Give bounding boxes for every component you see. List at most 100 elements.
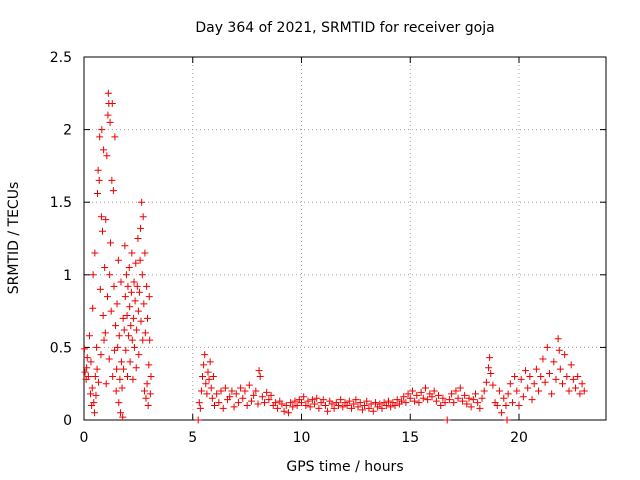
data-point [103,293,111,301]
data-point [125,264,133,272]
data-point [87,390,95,398]
data-point [146,390,154,398]
data-point [408,387,416,395]
data-points [80,89,588,424]
data-point [391,401,399,409]
data-point [421,384,429,392]
data-point [107,307,115,315]
data-point [400,393,408,401]
data-point [574,372,582,380]
data-point [125,332,133,340]
data-point [432,397,440,405]
data-point [572,384,580,392]
data-point [208,394,216,402]
data-point [95,378,103,386]
data-point [263,388,271,396]
data-point [133,282,141,290]
data-point [129,375,137,383]
data-point [308,396,316,404]
data-point [465,394,473,402]
data-point [404,390,412,398]
data-point [378,404,386,412]
data-point [205,375,213,383]
data-point [135,288,143,296]
data-point [203,390,211,398]
data-point [110,346,118,354]
x-tick-label: 15 [401,430,419,446]
data-point [98,126,106,134]
data-point [495,387,503,395]
data-point [543,343,551,351]
data-point [88,384,96,392]
data-point [103,152,111,160]
data-point [580,387,588,395]
y-tick-label: 0 [63,413,72,429]
data-point [486,354,494,362]
data-point [313,394,321,402]
data-point [201,351,209,359]
data-point [469,396,477,404]
data-point [430,387,438,395]
data-point [545,370,553,378]
data-point [256,372,264,380]
data-point [96,285,104,293]
data-point [144,314,152,322]
data-point [138,198,146,206]
data-point [348,404,356,412]
data-point [252,387,260,395]
x-tick-label: 20 [510,430,528,446]
data-point [478,394,486,402]
y-tick-label: 1 [63,268,72,284]
data-point [117,358,125,366]
data-point [209,372,217,380]
data-point [239,394,247,402]
data-point [132,259,140,267]
data-point [382,401,390,409]
data-point [226,393,234,401]
data-point [369,407,377,415]
data-point [83,364,91,372]
y-tick-label: 1.5 [50,195,72,211]
data-point [463,400,471,408]
data-point [472,390,479,398]
data-point [555,346,563,354]
data-point [508,399,516,407]
data-point [232,390,240,398]
axis-ticks: 0 5 10 15 20 0 0.5 1 1.5 2 2.5 [50,50,606,446]
data-point [101,264,109,272]
data-point [96,133,104,141]
data-point [126,303,134,311]
data-point [102,216,110,224]
data-point [284,409,292,417]
data-point [576,390,584,398]
data-point [554,335,562,343]
data-point [563,372,571,380]
data-point [97,351,105,359]
x-tick-label: 0 [80,430,89,446]
data-point [90,409,98,417]
data-point [452,387,460,395]
data-point [237,384,245,392]
data-point [456,384,464,392]
data-point [448,390,456,398]
data-point [111,133,119,141]
data-point [258,393,266,401]
data-point [124,282,132,290]
data-point [130,314,138,322]
data-point [511,372,519,380]
data-point [199,372,207,380]
data-point [435,391,443,399]
data-point [93,365,101,373]
data-point [398,397,406,405]
data-point [480,387,488,395]
data-point [100,146,108,154]
data-point [530,380,538,388]
data-point [315,404,323,412]
data-point [539,355,547,363]
data-point [108,176,116,184]
data-point [356,399,364,407]
data-point [274,404,282,412]
data-point [93,343,101,351]
data-point [515,401,523,409]
data-point [537,372,545,380]
